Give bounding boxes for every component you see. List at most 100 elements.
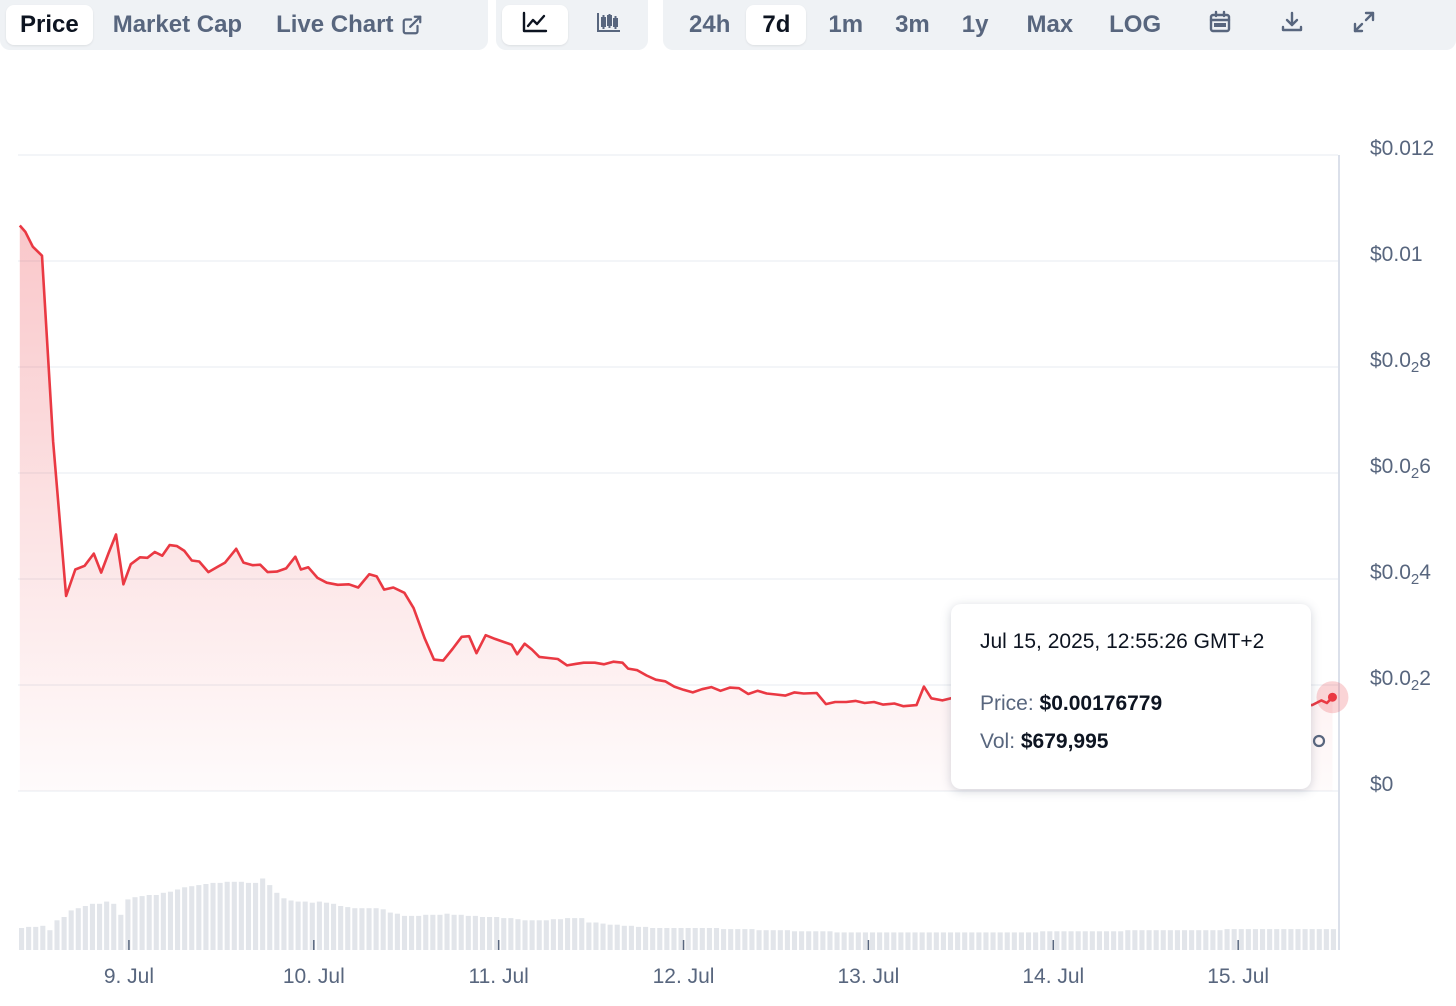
volume-bar — [522, 920, 528, 950]
volume-bar — [685, 928, 691, 950]
range-3m-button[interactable]: 3m — [895, 11, 930, 38]
volume-bar — [33, 926, 39, 950]
fullscreen-button[interactable] — [1335, 5, 1393, 45]
x-tick-label: 10. Jul — [283, 965, 345, 988]
volume-bar — [728, 929, 734, 950]
volume-bar — [1061, 931, 1067, 950]
volume-bar — [338, 906, 344, 950]
y-tick-label: $0.024 — [1370, 561, 1431, 588]
volume-bar — [820, 931, 826, 950]
x-tick-label: 15. Jul — [1207, 965, 1269, 988]
tab-market-cap[interactable]: Market Cap — [112, 11, 243, 38]
volume-bar — [926, 932, 932, 950]
volume-bar — [416, 915, 422, 950]
volume-bar — [1288, 929, 1294, 950]
volume-bar — [139, 896, 145, 950]
volume-bar — [281, 898, 287, 950]
range-max-button[interactable]: Max — [1026, 11, 1074, 38]
volume-bar — [1018, 932, 1024, 950]
volume-bar — [813, 931, 819, 950]
volume-bar — [1316, 929, 1322, 950]
volume-bar — [19, 928, 25, 950]
volume-bar — [295, 901, 301, 950]
line-chart-button[interactable] — [502, 5, 568, 45]
volume-bar — [572, 918, 578, 950]
volume-bar — [706, 928, 712, 950]
download-button[interactable] — [1263, 5, 1321, 45]
volume-bar — [806, 931, 812, 950]
volume-bar — [82, 906, 88, 950]
volume-bar — [664, 928, 670, 950]
volume-bar — [366, 908, 372, 950]
volume-bar — [267, 885, 273, 950]
volume-bar — [721, 929, 727, 950]
volume-bar — [40, 925, 46, 950]
volume-bar — [1281, 929, 1287, 950]
volume-bar — [983, 932, 989, 950]
volume-bar — [671, 928, 677, 950]
volume-bar — [160, 892, 166, 950]
volume-bar — [352, 908, 358, 950]
volume-bar — [444, 913, 450, 950]
volume-bar — [323, 902, 330, 950]
volume-bar — [869, 932, 876, 950]
candlestick-button[interactable] — [576, 5, 642, 45]
volume-bar — [465, 915, 471, 950]
volume-bar — [1033, 932, 1039, 950]
volume-bar — [1295, 929, 1301, 950]
volume-bar — [175, 889, 181, 950]
volume-bar — [224, 881, 230, 950]
volume-bar — [614, 924, 620, 950]
axes — [128, 155, 1340, 950]
tooltip-volume-label: Vol: — [980, 730, 1016, 753]
volume-bar — [309, 902, 315, 950]
volume-bar — [111, 903, 117, 950]
volume-bar — [26, 926, 32, 950]
volume-bar — [1309, 929, 1315, 950]
volume-bar — [799, 931, 805, 950]
volume-bar — [579, 918, 585, 950]
volume-bar — [380, 909, 386, 950]
range-24h-button[interactable]: 24h — [689, 11, 731, 38]
volume-bar — [763, 930, 769, 950]
volume-bar — [189, 886, 195, 950]
volume-bar — [969, 932, 975, 950]
range-1m-button[interactable]: 1m — [828, 11, 864, 38]
volume-bar — [756, 930, 762, 950]
volume-bar — [196, 885, 202, 950]
volume-bar — [54, 920, 60, 950]
volume-bar — [1245, 929, 1251, 950]
tooltip-price-value: $0.00176779 — [1039, 692, 1163, 715]
range-7d-button[interactable]: 7d — [746, 5, 807, 45]
volume-bar — [231, 881, 237, 950]
hover-point — [1327, 692, 1337, 702]
cursor-ring — [1312, 734, 1326, 748]
candlestick-icon — [596, 11, 622, 40]
volume-bar — [536, 920, 542, 950]
y-tick-label: $0.026 — [1370, 455, 1431, 482]
volume-bar — [515, 919, 521, 950]
calendar-button[interactable] — [1191, 5, 1249, 45]
volume-bar — [1210, 930, 1216, 950]
price-line — [18, 224, 1334, 708]
tab-price[interactable]: Price — [6, 5, 93, 45]
volume-bar — [437, 914, 443, 950]
volume-bar — [47, 930, 53, 950]
volume-bar — [891, 932, 897, 950]
volume-bar — [586, 922, 592, 950]
volume-bar — [245, 882, 252, 950]
y-tick-label: $0.028 — [1370, 349, 1431, 376]
y-tick-label: $0.022 — [1370, 667, 1431, 694]
log-scale-button[interactable]: LOG — [1109, 11, 1162, 38]
tab-live-chart[interactable]: Live Chart — [262, 5, 437, 45]
volume-bar — [735, 929, 741, 950]
volume-bar — [565, 918, 571, 950]
volume-bar — [529, 920, 535, 950]
volume-bar — [167, 891, 174, 950]
volume-bar — [132, 897, 138, 950]
volume-bar — [912, 932, 918, 950]
volume-bar — [387, 912, 393, 950]
range-1y-button[interactable]: 1y — [961, 11, 989, 38]
volume-bar — [877, 932, 883, 950]
